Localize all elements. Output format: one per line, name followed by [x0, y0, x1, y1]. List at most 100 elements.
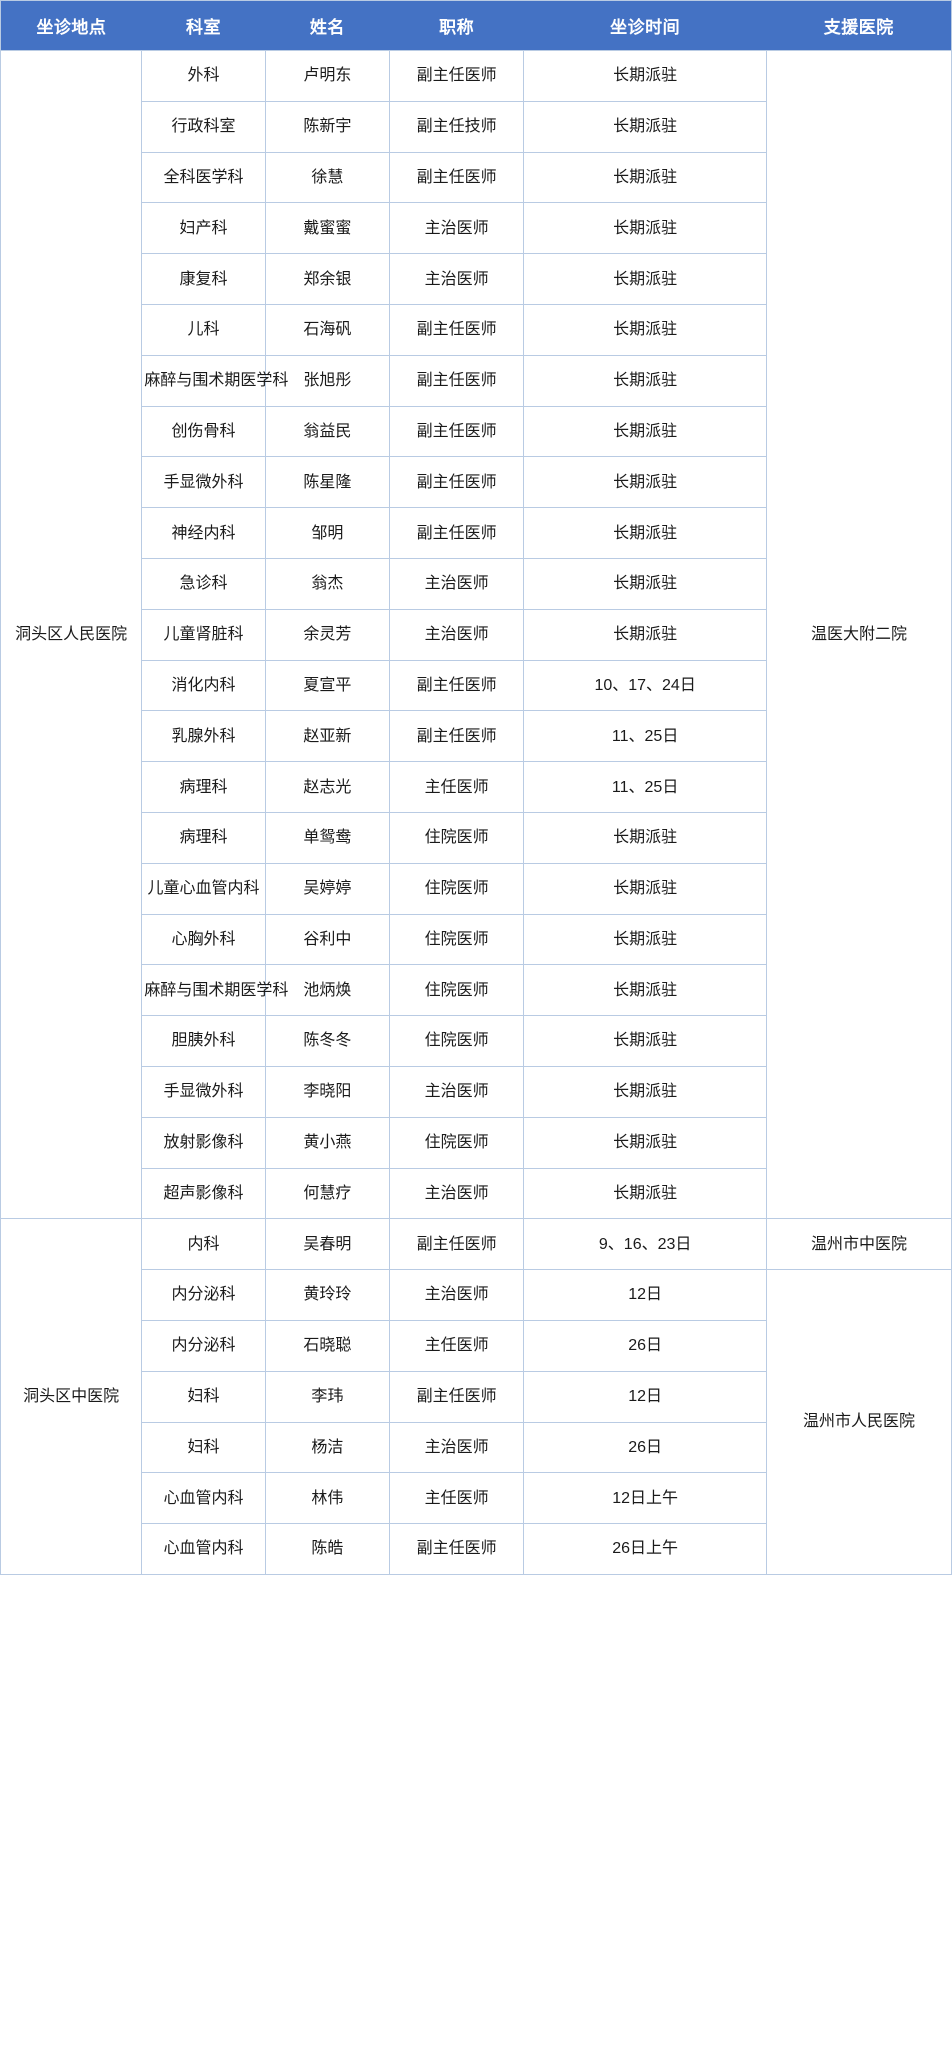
- cell-dept: 麻醉与围术期医学科: [141, 354, 288, 407]
- cell-dept: 急诊科: [141, 557, 266, 610]
- table-row: 麻醉与围术期医学科 张旭彤 副主任医师 长期派驻: [1, 354, 952, 407]
- cell-dept: 放射影像科: [141, 1116, 266, 1169]
- cell-name: 郑余银: [264, 253, 391, 305]
- cell-dept: 乳腺外科: [141, 710, 266, 763]
- cell-name: 黄玲玲: [264, 1269, 391, 1321]
- cell-time: 11、25日: [523, 761, 768, 813]
- table-row: 内分泌科 黄玲玲 主治医师 12日 温州市人民医院: [1, 1269, 952, 1575]
- cell-title: 副主任医师: [389, 303, 525, 356]
- cell-title: 主治医师: [389, 1167, 525, 1220]
- cell-title: 主治医师: [389, 1421, 525, 1474]
- table-row: 洞头区人民医院 外科 卢明东 副主任医师 长期派驻 温医大附二院: [0, 49, 952, 1220]
- table-row: 神经内科 邹明 副主任医师 长期派驻: [1, 507, 952, 559]
- cell-dept: 消化内科: [141, 659, 266, 712]
- cell-name: 张旭彤: [264, 354, 391, 407]
- cell-title: 主治医师: [389, 1269, 525, 1321]
- cell-dept: 内分泌科: [141, 1319, 266, 1372]
- cell-time: 长期派驻: [523, 964, 768, 1017]
- column-header-support: 支援医院: [766, 0, 952, 51]
- cell-title: 住院医师: [389, 964, 525, 1017]
- cell-time: 12日: [523, 1370, 768, 1423]
- table-row: 手显微外科 陈星隆 副主任医师 长期派驻: [1, 456, 952, 509]
- column-header-site: 坐诊地点: [0, 0, 142, 51]
- table-row: 乳腺外科 赵亚新 副主任医师 11、25日: [1, 710, 952, 763]
- cell-title: 副主任医师: [389, 151, 525, 204]
- cell-time: 长期派驻: [523, 1015, 768, 1067]
- cell-dept: 康复科: [141, 253, 266, 305]
- cell-title: 住院医师: [389, 862, 525, 915]
- table-header: 坐诊地点 科室 姓名 职称 坐诊时间 支援医院: [0, 0, 952, 51]
- cell-dept: 超声影像科: [141, 1167, 266, 1220]
- cell-dept: 手显微外科: [141, 456, 266, 509]
- table-row: 胆胰外科 陈冬冬 住院医师 长期派驻: [1, 1015, 952, 1067]
- table-row: 麻醉与围术期医学科 池炳焕 住院医师 长期派驻: [1, 964, 952, 1017]
- cell-name: 陈皓: [264, 1523, 391, 1575]
- cell-time: 长期派驻: [523, 1116, 768, 1169]
- cell-title: 主治医师: [389, 608, 525, 661]
- cell-title: 住院医师: [389, 1015, 525, 1067]
- table-row: 妇科 杨洁 主治医师 26日: [1, 1421, 952, 1474]
- cell-name: 何慧疗: [264, 1167, 391, 1220]
- cell-name: 戴蜜蜜: [264, 202, 391, 255]
- cell-title: 副主任医师: [389, 710, 525, 763]
- doctor-schedule-table: 坐诊地点 科室 姓名 职称 坐诊时间 支援医院 洞头区人民医院 外科 卢明东 副主任医…: [0, 0, 952, 1575]
- cell-title: 副主任医师: [389, 659, 525, 712]
- cell-time: 长期派驻: [523, 100, 768, 153]
- cell-name: 李玮: [264, 1370, 391, 1423]
- cell-time: 长期派驻: [523, 557, 768, 610]
- cell-time: 26日: [523, 1319, 768, 1372]
- cell-dept: 妇科: [141, 1370, 266, 1423]
- cell-dept: 儿童心血管内科: [141, 862, 266, 915]
- cell-title: 主治医师: [389, 253, 525, 305]
- table-row: 创伤骨科 翁益民 副主任医师 长期派驻: [1, 405, 952, 458]
- cell-support-hospital: 温州市中医院: [766, 1218, 952, 1271]
- cell-support-hospital: 温医大附二院: [766, 49, 952, 1220]
- cell-dept: 病理科: [141, 811, 266, 864]
- cell-dept: 行政科室: [141, 100, 266, 153]
- cell-dept: 外科: [141, 50, 266, 102]
- cell-time: 长期派驻: [523, 151, 768, 204]
- cell-dept: 妇产科: [141, 202, 266, 255]
- cell-title: 副主任医师: [389, 507, 525, 559]
- cell-title: 住院医师: [389, 811, 525, 864]
- cell-name: 翁益民: [264, 405, 391, 458]
- table-row: 放射影像科 黄小燕 住院医师 长期派驻: [1, 1116, 952, 1169]
- cell-site: 洞头区人民医院: [0, 49, 143, 1220]
- cell-dept: 心胸外科: [141, 913, 266, 966]
- cell-dept: 心血管内科: [141, 1472, 266, 1525]
- cell-name: 吴春明: [264, 1218, 391, 1271]
- table-row: 行政科室 陈新宇 副主任技师 长期派驻: [1, 100, 952, 153]
- column-header-name: 姓名: [265, 0, 390, 51]
- cell-name: 石海矾: [264, 303, 391, 356]
- cell-name: 陈冬冬: [264, 1015, 391, 1067]
- cell-name: 陈星隆: [264, 456, 391, 509]
- cell-time: 长期派驻: [523, 354, 768, 407]
- table-row: 全科医学科 徐慧 副主任医师 长期派驻: [1, 151, 952, 204]
- cell-name: 单鸳鸯: [264, 811, 391, 864]
- cell-time: 长期派驻: [523, 202, 768, 255]
- cell-title: 主治医师: [389, 1065, 525, 1118]
- cell-time: 长期派驻: [523, 913, 768, 966]
- header-row: 坐诊地点 科室 姓名 职称 坐诊时间 支援医院: [0, 0, 952, 51]
- cell-dept: 胆胰外科: [141, 1015, 266, 1067]
- cell-dept: 手显微外科: [141, 1065, 266, 1118]
- cell-name: 林伟: [264, 1472, 391, 1525]
- cell-title: 住院医师: [389, 1116, 525, 1169]
- table-body: 洞头区人民医院 外科 卢明东 副主任医师 长期派驻 温医大附二院 行政科室 陈新宇 副主任技师长…: [0, 49, 952, 1575]
- table-row: 手显微外科 李晓阳 主治医师 长期派驻: [1, 1065, 952, 1118]
- cell-title: 主任医师: [389, 1319, 525, 1372]
- table-row: 内分泌科 石晓聪 主任医师 26日: [1, 1319, 952, 1372]
- cell-name: 赵志光: [264, 761, 391, 813]
- cell-title: 主任医师: [389, 761, 525, 813]
- cell-dept: 内分泌科: [141, 1269, 266, 1321]
- cell-dept: 全科医学科: [141, 151, 266, 204]
- cell-title: 副主任医师: [389, 1218, 525, 1271]
- cell-dept: 心血管内科: [141, 1523, 266, 1575]
- cell-name: 黄小燕: [264, 1116, 391, 1169]
- cell-title: 副主任医师: [389, 456, 525, 509]
- cell-name: 夏宣平: [264, 659, 391, 712]
- table-row: 妇科 李玮 副主任医师 12日: [1, 1370, 952, 1423]
- cell-dept: 神经内科: [141, 507, 266, 559]
- cell-time: 长期派驻: [523, 1167, 768, 1220]
